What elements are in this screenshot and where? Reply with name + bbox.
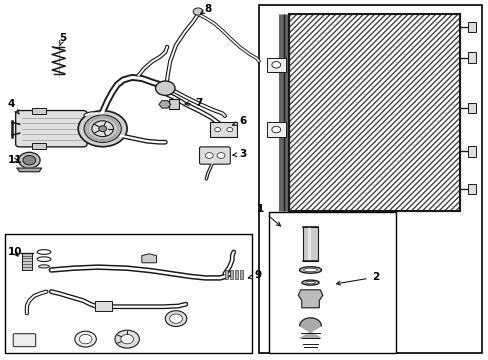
- Circle shape: [226, 127, 232, 132]
- Ellipse shape: [302, 280, 319, 285]
- Bar: [32, 143, 46, 149]
- Bar: [239, 270, 243, 279]
- Polygon shape: [298, 290, 322, 308]
- Circle shape: [169, 314, 182, 323]
- Polygon shape: [299, 318, 321, 338]
- Text: 6: 6: [232, 116, 246, 126]
- FancyBboxPatch shape: [13, 334, 36, 347]
- Bar: [95, 301, 112, 311]
- Circle shape: [271, 62, 280, 68]
- FancyBboxPatch shape: [199, 147, 230, 164]
- Circle shape: [121, 334, 133, 344]
- Circle shape: [92, 121, 113, 136]
- Circle shape: [79, 334, 92, 344]
- Bar: [468, 103, 475, 113]
- Polygon shape: [142, 254, 156, 263]
- Text: 10: 10: [7, 247, 22, 257]
- Text: 8: 8: [200, 4, 211, 14]
- Circle shape: [84, 115, 121, 143]
- Ellipse shape: [39, 265, 49, 268]
- Circle shape: [75, 331, 96, 347]
- Text: 11: 11: [7, 155, 22, 165]
- Circle shape: [165, 311, 186, 327]
- Text: 9: 9: [248, 270, 261, 280]
- Text: 5: 5: [59, 33, 66, 46]
- Circle shape: [99, 126, 106, 132]
- Bar: [468, 52, 475, 63]
- Bar: [32, 108, 46, 114]
- Bar: [266, 58, 285, 72]
- Circle shape: [155, 81, 175, 95]
- Circle shape: [115, 330, 139, 348]
- Circle shape: [23, 156, 36, 165]
- Text: 2: 2: [336, 272, 378, 285]
- Bar: [268, 212, 395, 353]
- Bar: [5, 234, 251, 353]
- Bar: [210, 122, 237, 137]
- Bar: [468, 22, 475, 32]
- Circle shape: [217, 153, 224, 158]
- FancyBboxPatch shape: [16, 111, 87, 147]
- Circle shape: [205, 153, 213, 158]
- Bar: [168, 99, 179, 109]
- Text: 4: 4: [7, 99, 19, 114]
- Bar: [22, 253, 32, 270]
- Bar: [288, 14, 459, 211]
- Circle shape: [19, 152, 40, 168]
- Bar: [259, 5, 481, 353]
- Ellipse shape: [305, 282, 315, 284]
- Bar: [224, 270, 228, 279]
- Polygon shape: [17, 168, 41, 172]
- Bar: [229, 270, 233, 279]
- Ellipse shape: [299, 267, 321, 273]
- Polygon shape: [81, 119, 90, 139]
- Circle shape: [214, 127, 220, 132]
- Bar: [307, 227, 311, 261]
- Circle shape: [78, 111, 127, 147]
- Bar: [234, 270, 238, 279]
- Circle shape: [193, 8, 203, 15]
- Text: 1: 1: [256, 204, 280, 226]
- Bar: [468, 146, 475, 157]
- Text: 7: 7: [184, 98, 203, 108]
- Text: 3: 3: [232, 149, 246, 159]
- Bar: [302, 227, 318, 261]
- Circle shape: [271, 126, 280, 133]
- Bar: [468, 184, 475, 194]
- Bar: [266, 122, 285, 137]
- Ellipse shape: [303, 268, 317, 272]
